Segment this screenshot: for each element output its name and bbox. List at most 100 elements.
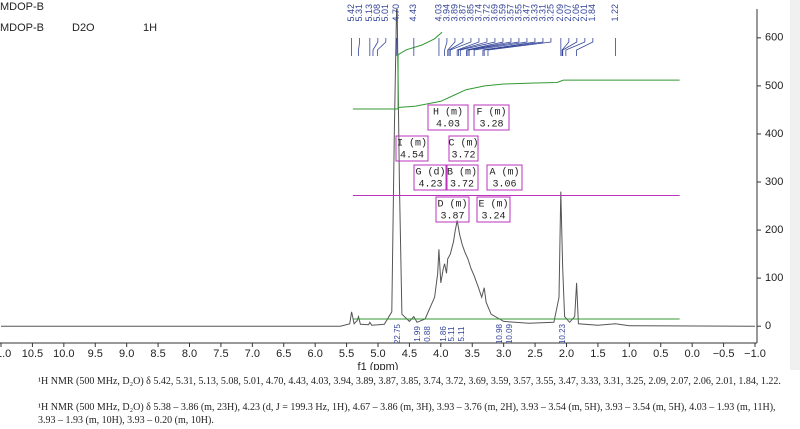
multiplet-box <box>448 135 479 162</box>
peak-connector <box>459 38 496 56</box>
multiplet-shift: 4.54 <box>400 151 424 162</box>
peak-label: 3.33 <box>529 4 539 22</box>
header-solvent: D2O <box>72 22 95 34</box>
x-tick-label: 1.0 <box>622 348 637 360</box>
peak-label: 2.09 <box>555 4 565 22</box>
x-tick-label: 11.0 <box>0 348 11 360</box>
peak-connector <box>449 38 472 56</box>
peak-connector <box>372 38 379 56</box>
peak-connector <box>358 38 361 56</box>
header-nucleus: 1H <box>143 22 157 34</box>
integral-label: 10.98 <box>495 323 504 344</box>
peak-label: 5.08 <box>372 4 382 22</box>
x-tick-label: 4.0 <box>433 348 448 360</box>
multiplet-shift: 3.72 <box>451 151 475 162</box>
multiplet-box <box>486 164 523 191</box>
multiplet-shift: 3.06 <box>492 180 516 191</box>
peak-label: 3.69 <box>489 4 499 22</box>
peak-label: 3.25 <box>545 4 555 22</box>
integral-label: 1.86 <box>439 326 448 342</box>
x-tick-label: 10.0 <box>53 348 74 360</box>
multiplet-shift: 4.03 <box>436 120 460 131</box>
y-tick-label: 400 <box>765 128 783 140</box>
multiplet-shift: 4.23 <box>418 180 442 191</box>
x-tick-label: 8.5 <box>150 348 165 360</box>
multiplet-label: F (m) <box>476 107 506 119</box>
y-tick-label: 0 <box>765 320 771 332</box>
peak-connector <box>561 38 570 56</box>
multiplet-label: E (m) <box>478 199 508 211</box>
peak-label: 4.70 <box>391 4 401 22</box>
multiplet-box <box>476 196 511 223</box>
multiplet-label: A (m) <box>489 167 519 179</box>
multiplet-box <box>445 164 479 191</box>
integral-label: 10.09 <box>505 323 514 344</box>
peak-connector <box>456 38 480 56</box>
multiplet-label: B (m) <box>447 167 477 179</box>
integral-label: 22.75 <box>393 323 402 344</box>
y-tick-label: 600 <box>765 32 783 44</box>
peak-label: 3.55 <box>513 4 523 22</box>
peak-connector <box>565 38 586 56</box>
spectrum-line <box>352 79 680 110</box>
multiplet-box <box>427 104 469 131</box>
peak-connector <box>482 38 536 56</box>
integral-label: 5.11 <box>457 326 466 342</box>
peak-label: 1.84 <box>587 4 597 22</box>
x-tick-label: 8.0 <box>182 348 197 360</box>
peak-label: 4.03 <box>433 4 443 22</box>
x-tick-label: 3.5 <box>465 348 480 360</box>
peak-label: 3.47 <box>521 4 531 22</box>
x-tick-label: 5.0 <box>370 348 385 360</box>
multiplet-label: H (m) <box>433 107 463 119</box>
note: ¹H NMR (500 MHz, D₂O) δ 5.38 – 3.86 (m, … <box>38 402 776 426</box>
x-tick-label: −1.0 <box>744 348 766 360</box>
multiplet-label: D (m) <box>437 199 467 211</box>
peak-label: 3.74 <box>473 4 483 22</box>
peak-label: 5.31 <box>354 4 364 22</box>
integral-label: 10.23 <box>558 323 567 344</box>
x-tick-label: −0.5 <box>713 348 735 360</box>
y-tick-label: 300 <box>765 176 783 188</box>
x-tick-label: 2.0 <box>559 348 574 360</box>
x-tick-label: 7.0 <box>245 348 260 360</box>
multiplet-shift: 3.87 <box>440 212 464 223</box>
note: ¹H NMR (500 MHz, D₂O) δ 5.42, 5.31, 5.13… <box>38 376 781 387</box>
peak-connector <box>473 38 528 56</box>
x-tick-label: 3.0 <box>496 348 511 360</box>
spectrum-line <box>397 31 443 109</box>
multiplet-box <box>473 104 510 131</box>
integral-label: 1.99 <box>413 326 422 342</box>
peak-connector <box>448 38 464 56</box>
peak-label: 4.43 <box>408 4 418 22</box>
header-title: MDOP-B <box>0 1 44 13</box>
peak-label: 3.59 <box>497 4 507 22</box>
peak-label: 5.01 <box>380 4 390 22</box>
peak-label: 2.01 <box>579 4 589 22</box>
spectrum-line <box>1 9 756 327</box>
x-tick-label: 6.5 <box>276 348 291 360</box>
chart: MDOP-B MDOP-B D2O 1H f1 (ppm) 11.0 10.5 10… <box>0 0 800 373</box>
peak-label: 5.42 <box>346 4 356 22</box>
x-tick-label: 0.0 <box>685 348 700 360</box>
peak-connector <box>468 38 520 56</box>
x-tick-label: 6.0 <box>308 348 323 360</box>
peak-connector <box>487 38 552 56</box>
peak-connector <box>458 38 488 56</box>
peak-label: 3.85 <box>465 4 475 22</box>
peak-label: 2.06 <box>571 4 581 22</box>
multiplet-shift: 3.28 <box>479 120 503 131</box>
multiplet-label: C (m) <box>448 138 478 150</box>
peak-label: 3.89 <box>449 4 459 22</box>
peak-label: 3.57 <box>505 4 515 22</box>
peak-label: 3.31 <box>537 4 547 22</box>
x-tick-label: 1.5 <box>590 348 605 360</box>
peak-label: 1.22 <box>610 4 620 22</box>
x-tick-label: 9.5 <box>88 348 103 360</box>
multiplet-box <box>435 196 470 223</box>
x-tick-label: 4.5 <box>402 348 417 360</box>
peak-connector <box>576 38 594 56</box>
peak-connector <box>444 38 448 56</box>
multiplet-label: I (m) <box>397 138 427 150</box>
